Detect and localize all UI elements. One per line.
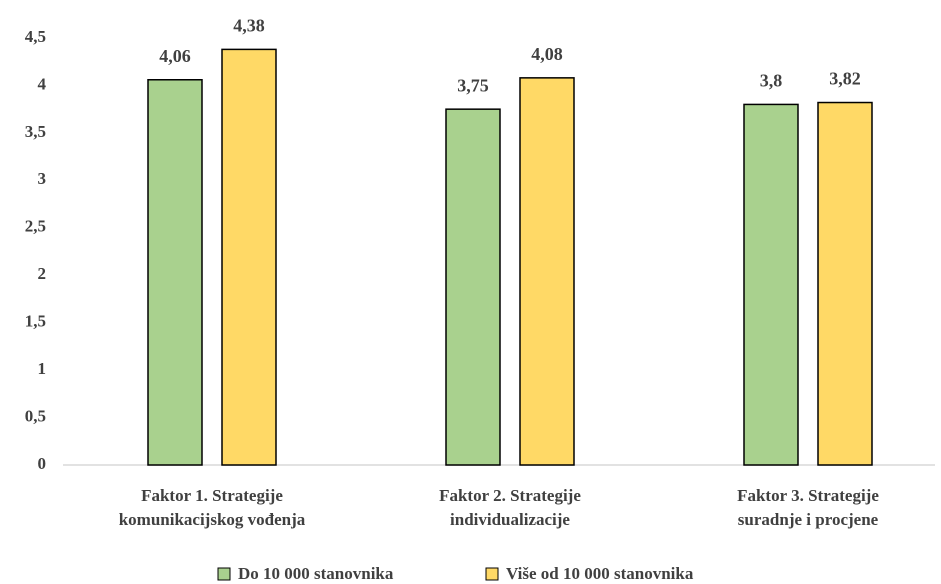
y-tick-label: 4,5 [25,27,46,46]
x-tick-label: suradnje i procjene [738,510,879,529]
bar [445,108,501,466]
value-label: 4,08 [531,44,563,64]
x-tick-label: Faktor 1. Strategije [141,486,283,505]
y-tick-label: 0,5 [25,406,46,425]
x-tick-label: individualizacije [450,510,570,529]
value-label: 3,75 [457,75,489,95]
bar [221,48,277,466]
bar [743,103,799,466]
y-tick-label: 1,5 [25,312,46,331]
value-label: 4,06 [159,46,191,66]
y-tick-label: 1 [38,359,47,378]
y-tick-label: 4 [38,74,47,93]
x-tick-label: Faktor 3. Strategije [737,486,879,505]
y-tick-label: 3,5 [25,122,46,141]
bar [817,101,873,466]
legend-swatch [485,567,499,581]
legend-swatch [217,567,231,581]
legend-label: Više od 10 000 stanovnika [506,564,694,583]
bar [147,79,203,466]
value-label: 3,82 [829,69,861,89]
bar [519,77,575,466]
y-tick-label: 0 [38,454,47,473]
y-tick-label: 2,5 [25,217,46,236]
x-tick-label: komunikacijskog vođenja [119,510,306,529]
legend-label: Do 10 000 stanovnika [238,564,394,583]
value-label: 3,8 [760,71,783,91]
value-label: 4,38 [233,16,265,36]
y-tick-label: 2 [38,264,47,283]
x-tick-label: Faktor 2. Strategije [439,486,581,505]
y-tick-label: 3 [38,169,47,188]
